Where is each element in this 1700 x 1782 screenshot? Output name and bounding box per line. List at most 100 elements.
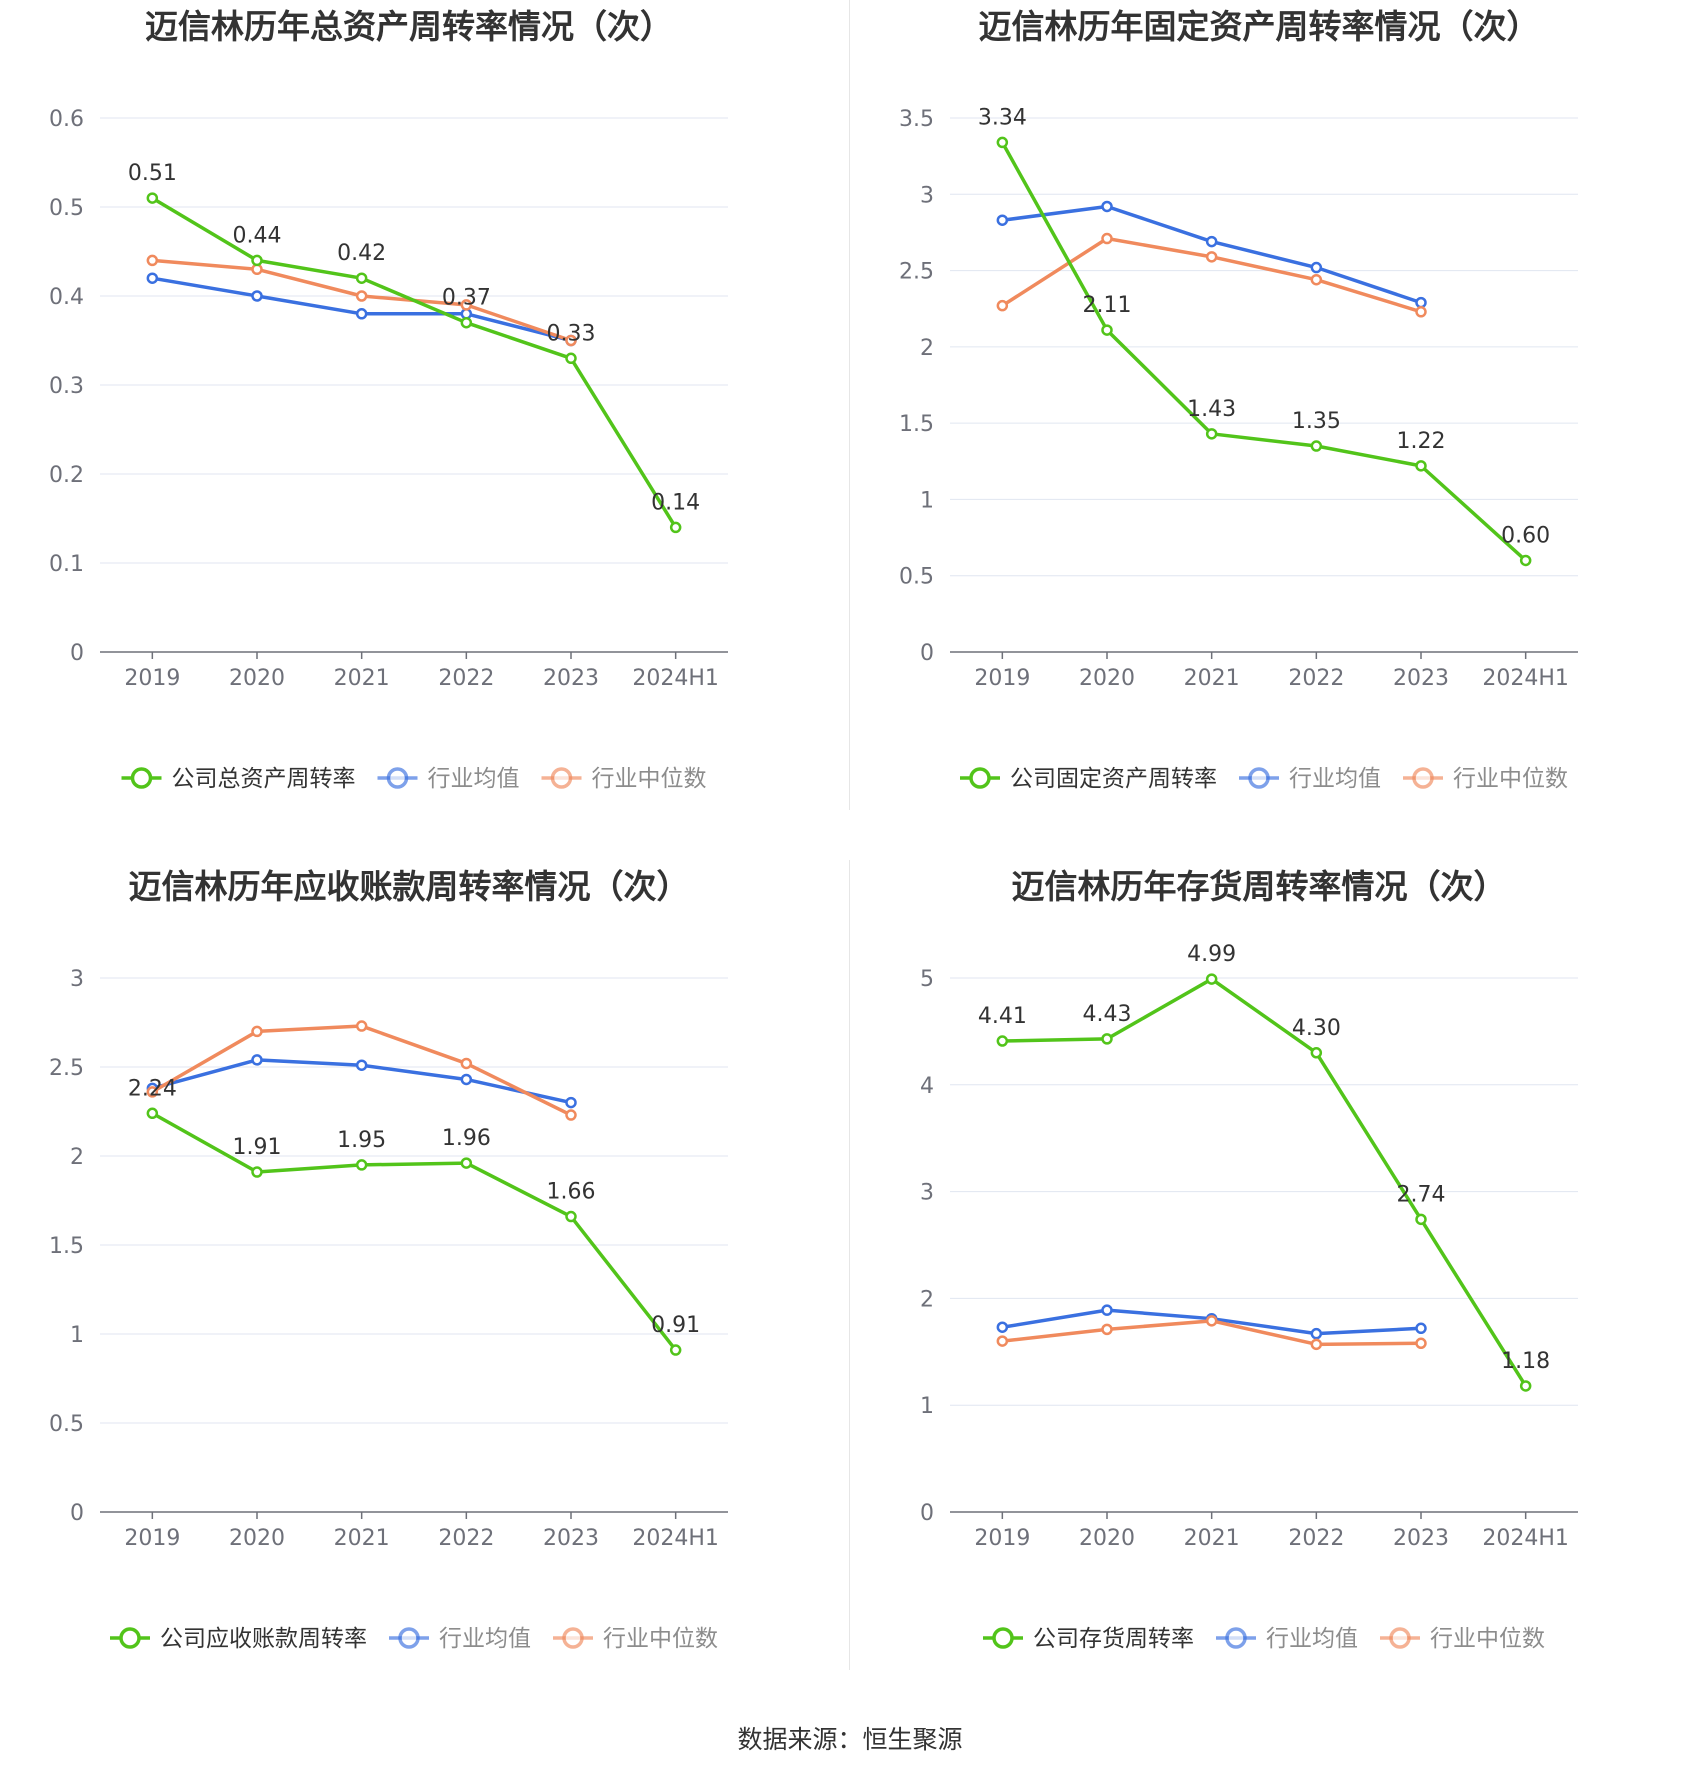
legend-label: 行业均值	[439, 1626, 531, 1652]
company-data-point[interactable]	[1415, 460, 1427, 472]
industry-avg-data-point[interactable]	[565, 1096, 577, 1109]
legend-item-industry-avg[interactable]: 行业均值	[377, 766, 520, 792]
industry-avg-data-point[interactable]	[355, 308, 368, 320]
legend-item-industry-avg[interactable]: 行业均值	[1239, 766, 1381, 792]
chart-svg: 迈信林历年固定资产周转率情况（次） 0 0.5 1 1.5 2 2.5 3 3.5 2019 202…	[899, 7, 1578, 792]
industry-avg-data-point[interactable]	[251, 1054, 263, 1066]
industry-avg-data-point[interactable]	[1415, 296, 1427, 309]
industry-median-data-point[interactable]	[1205, 251, 1218, 263]
industry-median-data-point[interactable]	[565, 1109, 577, 1121]
y-tick-label: 0	[920, 641, 934, 666]
industry-median-data-point[interactable]	[460, 299, 473, 311]
industry-avg-data-point[interactable]	[1415, 1322, 1427, 1335]
industry-median-data-point[interactable]	[1310, 1338, 1323, 1351]
legend-item-industry-median[interactable]: 行业中位数	[541, 766, 707, 792]
industry-median-data-point[interactable]	[1415, 306, 1427, 318]
y-tick-label: 5	[920, 967, 934, 992]
industry-avg-data-point[interactable]	[1101, 1304, 1113, 1316]
industry-median-data-point[interactable]	[1415, 1337, 1427, 1350]
chart-title: 迈信林历年固定资产周转率情况（次）	[979, 7, 1540, 46]
industry-median-data-point[interactable]	[251, 1025, 263, 1038]
company-data-point[interactable]	[355, 1159, 368, 1171]
industry-avg-data-point[interactable]	[146, 272, 159, 284]
company-data-point[interactable]	[1205, 428, 1218, 440]
company-data-point[interactable]	[669, 1344, 682, 1356]
legend-item-industry-avg[interactable]: 行业均值	[1216, 1626, 1358, 1652]
company-data-point[interactable]	[669, 521, 682, 534]
industry-median-data-point[interactable]	[996, 1335, 1009, 1347]
company-data-point[interactable]	[996, 1035, 1009, 1047]
legend-item-industry-avg[interactable]: 行业均值	[389, 1626, 531, 1652]
x-tick-label: 2024H1	[1482, 666, 1569, 691]
legend-item-company[interactable]: 公司固定资产周转率	[960, 766, 1217, 792]
company-data-point[interactable]	[565, 352, 577, 365]
data-label: 4.41	[978, 1004, 1027, 1029]
industry-median-data-point[interactable]	[1101, 1323, 1113, 1336]
company-data-point[interactable]	[460, 316, 473, 329]
company-data-point[interactable]	[1205, 973, 1218, 985]
legend-item-company[interactable]: 公司总资产周转率	[121, 766, 356, 792]
legend-item-industry-median[interactable]: 行业中位数	[1403, 766, 1568, 792]
industry-avg-data-point[interactable]	[1310, 261, 1323, 274]
company-data-point[interactable]	[251, 254, 263, 267]
y-tick-label: 0.5	[49, 1412, 84, 1437]
industry-avg-data-point[interactable]	[1310, 1327, 1323, 1340]
industry-median-data-point[interactable]	[1310, 273, 1323, 286]
legend-circle-icon	[386, 767, 409, 789]
legend-item-company[interactable]: 公司存货周转率	[983, 1626, 1194, 1652]
company-data-point[interactable]	[146, 192, 159, 204]
company-data-point[interactable]	[996, 136, 1009, 149]
legend-circle-icon	[1225, 1627, 1247, 1649]
y-tick-label: 0	[920, 1501, 934, 1526]
y-tick-label: 2.5	[49, 1056, 84, 1081]
industry-median-data-point[interactable]	[996, 299, 1009, 312]
industry-median-data-point[interactable]	[1101, 232, 1113, 245]
industry-avg-data-point[interactable]	[1205, 235, 1218, 248]
data-source-note: 数据来源：恒生聚源	[737, 1725, 963, 1754]
legend-circle-icon	[550, 767, 573, 789]
divider-top	[849, 0, 850, 810]
legend-label: 公司总资产周转率	[172, 766, 356, 792]
industry-median-data-point[interactable]	[565, 334, 577, 347]
company-data-point[interactable]	[355, 272, 368, 284]
industry-avg-data-point[interactable]	[355, 1059, 368, 1071]
industry-median-data-point[interactable]	[146, 254, 159, 267]
legend-circle-icon	[562, 1627, 584, 1649]
data-label: 0.14	[651, 490, 700, 515]
y-tick-label: 0.3	[49, 374, 84, 399]
company-data-point[interactable]	[1310, 440, 1323, 452]
data-label: 2.24	[128, 1076, 177, 1101]
industry-avg-data-point[interactable]	[460, 1073, 473, 1086]
industry-avg-data-point[interactable]	[251, 290, 263, 302]
company-data-point[interactable]	[1101, 324, 1113, 336]
company-data-point[interactable]	[1415, 1213, 1427, 1226]
company-data-point[interactable]	[1310, 1047, 1323, 1059]
company-data-point[interactable]	[251, 1166, 263, 1178]
industry-median-data-point[interactable]	[1205, 1315, 1218, 1327]
industry-avg-data-point[interactable]	[996, 214, 1009, 226]
x-tick-label: 2019	[124, 666, 180, 691]
company-data-point[interactable]	[460, 1157, 473, 1169]
industry-median-data-point[interactable]	[146, 1086, 159, 1098]
industry-median-data-point[interactable]	[460, 1057, 473, 1070]
industry-avg-data-point[interactable]	[996, 1321, 1009, 1333]
company-data-point[interactable]	[1101, 1033, 1113, 1045]
legend-item-industry-median[interactable]: 行业中位数	[1380, 1626, 1545, 1652]
x-tick-label: 2021	[1184, 1526, 1240, 1551]
y-tick-label: 0.1	[49, 552, 84, 577]
chart-title: 迈信林历年应收账款周转率情况（次）	[129, 867, 690, 906]
data-label: 0.37	[442, 286, 491, 311]
company-data-point[interactable]	[565, 1210, 577, 1223]
legend-item-company[interactable]: 公司应收账款周转率	[110, 1626, 367, 1652]
data-label: 0.44	[233, 223, 282, 248]
legend-item-industry-median[interactable]: 行业中位数	[553, 1626, 718, 1652]
legend-label: 行业中位数	[1430, 1626, 1545, 1652]
company-data-point[interactable]	[1519, 554, 1532, 567]
industry-median-data-point[interactable]	[355, 290, 368, 302]
company-data-point[interactable]	[1519, 1380, 1532, 1392]
company-data-point[interactable]	[146, 1107, 159, 1120]
industry-avg-data-point[interactable]	[1101, 200, 1113, 213]
x-tick-label: 2020	[229, 666, 285, 691]
data-label: 1.35	[1292, 409, 1341, 434]
industry-median-data-point[interactable]	[355, 1020, 368, 1032]
